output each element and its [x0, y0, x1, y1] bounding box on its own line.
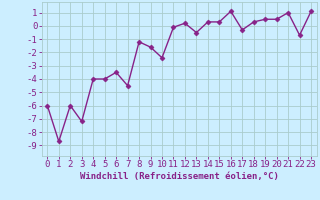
X-axis label: Windchill (Refroidissement éolien,°C): Windchill (Refroidissement éolien,°C) — [80, 172, 279, 181]
